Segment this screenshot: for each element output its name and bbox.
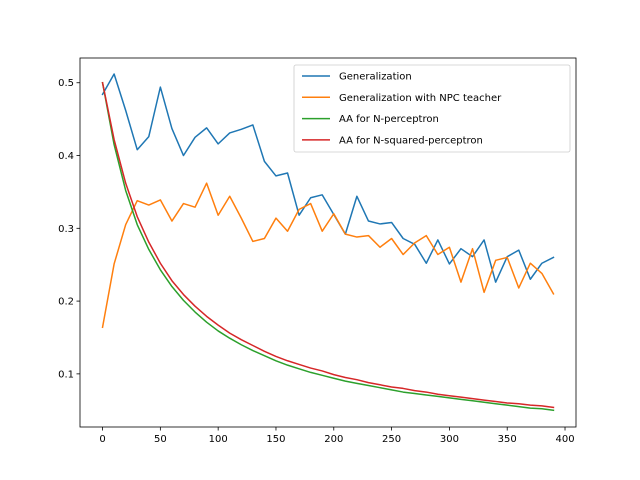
x-tick-label: 400	[555, 434, 574, 445]
x-tick-label: 200	[324, 434, 343, 445]
y-tick-label: 0.1	[58, 369, 74, 380]
x-tick-label: 300	[440, 434, 459, 445]
series-line-2	[101, 182, 555, 329]
legend-box	[293, 64, 571, 153]
legend-label-4: AA for N-squared-perceptron	[339, 135, 483, 146]
legend-label-3: AA for N-perceptron	[339, 114, 439, 125]
series-line-1	[101, 73, 555, 283]
y-tick-label: 0.5	[58, 78, 74, 89]
x-tick-label: 250	[382, 434, 401, 445]
legend-label-2: Generalization with NPC teacher	[339, 93, 502, 104]
y-tick-label: 0.3	[58, 224, 74, 235]
legend-label-1: Generalization	[339, 72, 412, 83]
series-line-4	[101, 81, 555, 409]
x-tick-label: 0	[99, 434, 105, 445]
x-tick-label: 150	[266, 434, 285, 445]
y-tick-label: 0.2	[58, 297, 74, 308]
x-tick-label: 50	[154, 434, 167, 445]
legend: Generalization Generalization with NPC te…	[293, 64, 571, 153]
y-tick-label: 0.4	[58, 151, 74, 162]
x-tick-label: 350	[498, 434, 517, 445]
series-line-3	[101, 81, 555, 412]
series-layer	[101, 73, 555, 412]
x-tick-label: 100	[209, 434, 228, 445]
plot-frame	[79, 57, 577, 428]
axes-layer: 0 50 100 150 200 250 300 350 400 0.1 0.2 0.3 0.4 0.5	[58, 57, 577, 445]
